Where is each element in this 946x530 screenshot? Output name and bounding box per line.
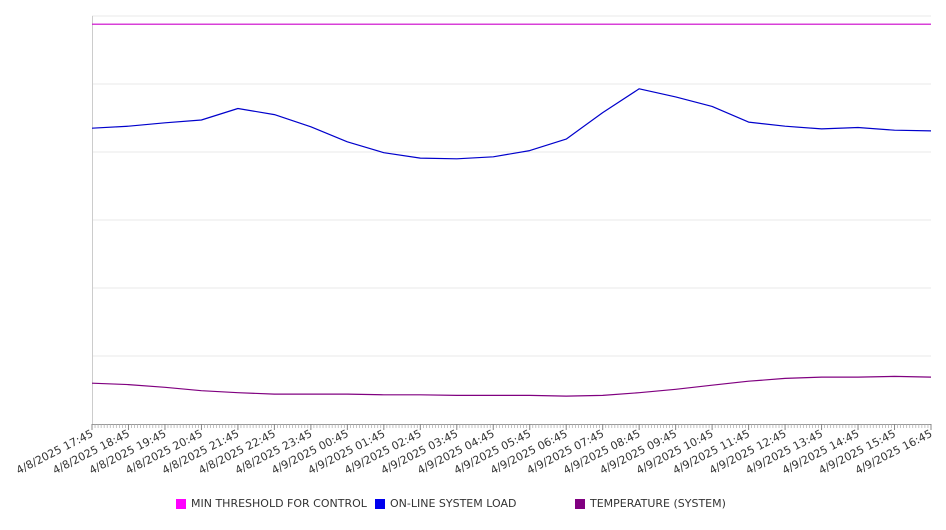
series-line-system-load [91,88,932,160]
legend-item-min-threshold[interactable]: MIN THRESHOLD FOR CONTROL [176,497,367,511]
chart-legend: MIN THRESHOLD FOR CONTROL ON-LINE SYSTEM… [0,497,946,515]
legend-label-min-threshold: MIN THRESHOLD FOR CONTROL [191,497,367,510]
legend-label-system-load: ON-LINE SYSTEM LOAD [390,497,517,510]
legend-item-system-load[interactable]: ON-LINE SYSTEM LOAD [375,497,516,511]
legend-swatch-temperature [575,499,585,509]
legend-swatch-min-threshold [176,499,186,509]
legend-label-temperature: TEMPERATURE (SYSTEM) [590,497,726,510]
series-line-temperature [91,375,932,397]
legend-item-temperature[interactable]: TEMPERATURE (SYSTEM) [575,497,726,511]
legend-swatch-system-load [375,499,385,509]
